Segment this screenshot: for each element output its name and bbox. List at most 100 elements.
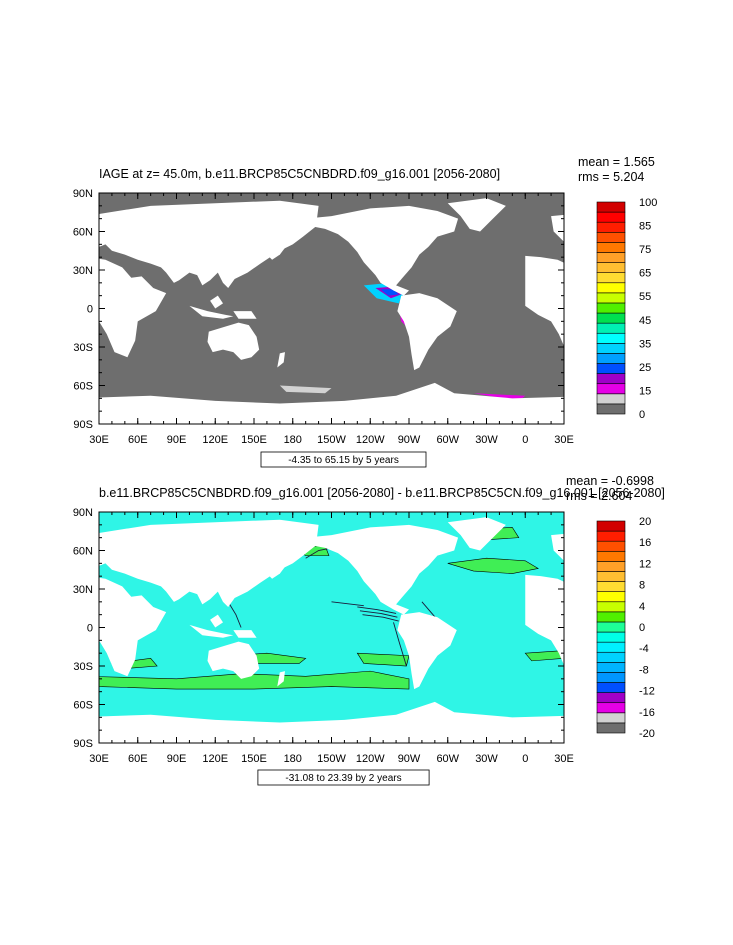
panel-1-colorbar-swatch [596,383,626,395]
panel-1-colorbar-swatch [596,302,626,314]
panel-2-x-tick-label: 30E [89,753,109,765]
panel-1-rms: rms = 5.204 [578,170,644,184]
panel-1: IAGE at z= 45.0m, b.e11.BRCP85C5CNBDRD.f… [73,155,657,468]
panel-1-colorbar-label: 75 [639,244,651,256]
panel-1-colorbar-swatch [596,403,626,415]
panel-2-colorbar-swatch [596,591,626,603]
panel-1-colorbar-label: 25 [639,362,651,374]
panel-1-colorbar-label: 100 [639,197,657,209]
panel-2-mean: mean = -0.6998 [566,474,654,488]
panel-2-contour-line [362,614,399,622]
panel-2-x-tick-label: 30E [554,753,574,765]
panel-2-contour-line [227,601,242,628]
panel-2-contour-line [393,622,407,667]
panel-2-colorbar-label: 0 [639,622,645,634]
panel-2-y-tick-label: 90S [73,738,93,750]
panel-1-colorbar-swatch [596,262,626,273]
panel-2-colorbar-swatch [596,672,626,683]
panel-2-colorbar-label: 4 [639,601,645,613]
panel-1-map [99,193,564,424]
panel-2-colorbar-label: -4 [639,643,649,655]
panel-2-positive-patch [447,557,539,574]
panel-2-y-tick-label: 60N [73,546,93,558]
panel-2-contour-line [357,606,397,614]
panel-2-x-tick-label: 120E [202,753,228,765]
panel-1-age-patch [279,385,332,394]
panel-2-colorbar-swatch [596,530,626,542]
panel-1-x-tick-label: 90W [398,434,421,446]
panel-1-y-tick-label: 60N [73,227,93,239]
panel-2-x-tick-label: 150E [241,753,267,765]
panel-2-colorbar-label: 16 [639,537,651,549]
panel-2-colorbar-label: -12 [639,686,655,698]
panel-2-x-tick-label: 0 [522,753,528,765]
panel-2-colorbar-swatch [596,601,626,613]
panel-1-colorbar-swatch [596,343,626,354]
panel-2-map [99,512,564,743]
panel-2-colorbar-swatch [596,712,626,724]
panel-2-colorbar-swatch [596,561,626,572]
panel-2-positive-patch [99,670,410,690]
panel-2-colorbar-swatch [596,722,626,734]
panel-2-title: b.e11.BRCP85C5CNBDRD.f09_g16.001 [2056-2… [99,486,665,500]
panel-1-colorbar-swatch [596,221,626,233]
panel-1-colorbar-label: 45 [639,315,651,327]
panel-2-colorbar-swatch [596,520,626,532]
panel-2-contour-line [359,610,398,618]
panel-2-colorbar-swatch [596,571,626,582]
panel-2-y-tick-label: 60S [73,700,93,712]
panel-1-colorbar-label: 0 [639,409,645,421]
panel-1-colorbar-label: 65 [639,268,651,280]
panel-1-colorbar-swatch [596,312,626,324]
panel-1-x-tick-label: 120E [202,434,228,446]
panel-2-contour-info-box [257,769,430,786]
panel-1-y-tick-label: 30S [73,342,93,354]
panel-1-contour-info: -4.35 to 65.15 by 5 years [288,455,399,466]
panel-2-colorbar-swatch [596,651,626,663]
panel-2-x-tick-label: 120W [356,753,385,765]
panel-2-colorbar-swatch [596,550,626,562]
panel-2-colorbar-swatch [596,581,626,592]
panel-2-x-tick-label: 90W [398,753,421,765]
panel-2-colorbar-label: 12 [639,558,651,570]
panel-2-rms: rms = 2.604 [566,489,632,503]
panel-1-colorbar-swatch [596,322,626,334]
panel-1-colorbar-swatch [596,292,626,304]
panel-2-colorbar-label: 20 [639,516,651,528]
panel-2-colorbar-swatch [596,682,626,693]
panel-1-x-tick-label: 60E [128,434,148,446]
panel-2-y-tick-label: 30S [73,661,93,673]
panel-2-y-tick-label: 30N [73,584,93,596]
panel-1-x-tick-label: 30E [554,434,574,446]
panel-1-x-tick-label: 30W [475,434,498,446]
panel-1-colorbar-swatch [596,201,626,213]
panel-1-y-tick-label: 90S [73,419,93,431]
panel-2-y-tick-label: 0 [87,623,93,635]
panel-1-y-tick-label: 30N [73,265,93,277]
panel-1-x-tick-label: 60W [436,434,459,446]
panel-2-colorbar-swatch [596,621,626,633]
panel-1-x-tick-label: 30E [89,434,109,446]
panel-2: b.e11.BRCP85C5CNBDRD.f09_g16.001 [2056-2… [73,474,665,786]
panel-1-y-tick-label: 0 [87,304,93,316]
panel-1-colorbar-swatch [596,272,626,284]
panel-2-x-tick-label: 30W [475,753,498,765]
panel-2-contour-info: -31.08 to 23.39 by 2 years [285,773,401,784]
panel-1-colorbar-swatch [596,363,626,374]
panel-2-colorbar-label: -8 [639,664,649,676]
panel-2-x-tick-label: 180 [284,753,302,765]
panel-2-colorbar-label: 8 [639,580,645,592]
panel-1-colorbar-swatch [596,231,626,243]
panel-1-colorbar-label: 15 [639,385,651,397]
panel-1-colorbar-swatch [596,353,626,364]
panel-1-colorbar-label: 55 [639,291,651,303]
panel-1-colorbar-swatch [596,211,626,223]
panel-1-y-tick-label: 90N [73,188,93,200]
panel-1-x-tick-label: 150E [241,434,267,446]
panel-1-colorbar-swatch [596,282,626,294]
panel-2-colorbar-swatch [596,641,626,653]
panel-1-colorbar-swatch [596,393,626,405]
panel-2-x-tick-label: 150W [317,753,346,765]
panel-2-x-tick-label: 60E [128,753,148,765]
